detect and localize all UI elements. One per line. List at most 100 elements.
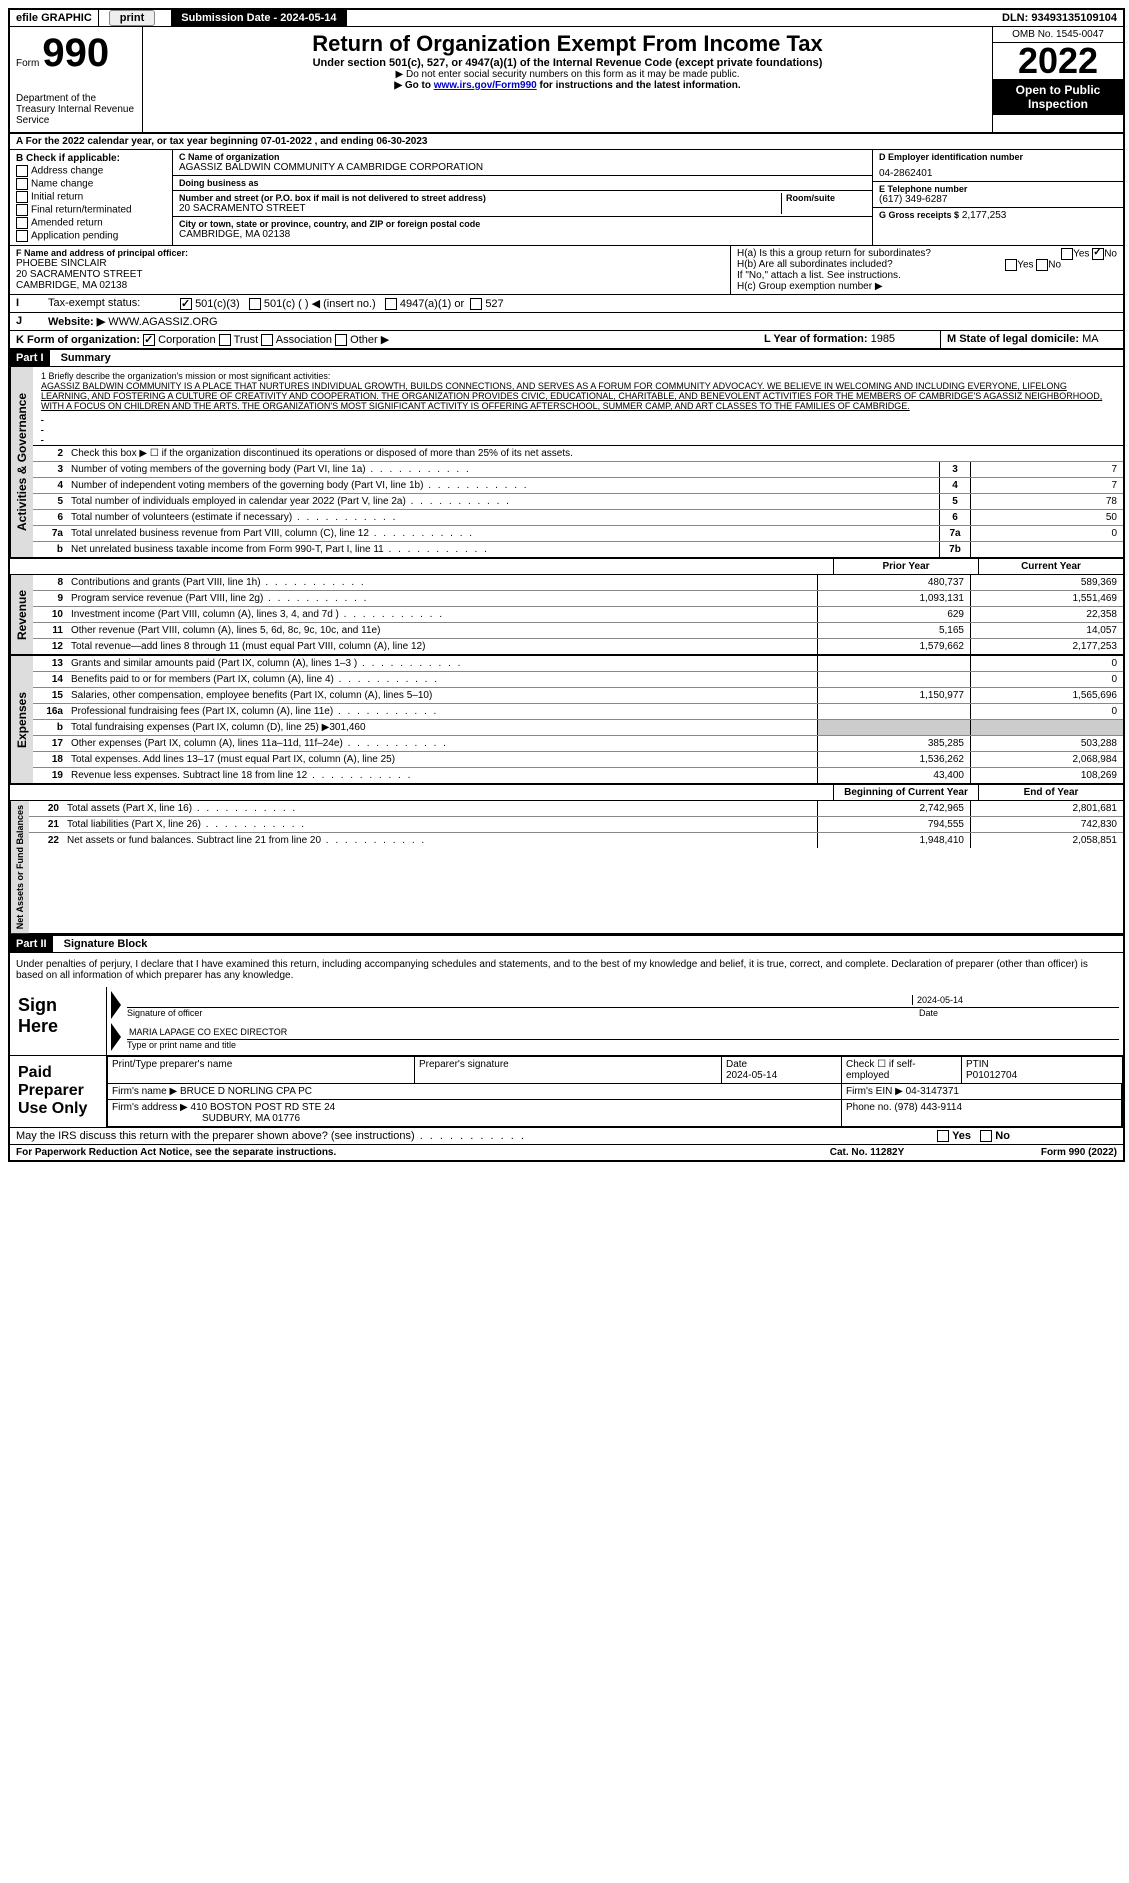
org-name: AGASSIZ BALDWIN COMMUNITY A CAMBRIDGE CO… [179, 162, 866, 173]
room-label: Room/suite [786, 193, 866, 203]
col-beginning: Beginning of Current Year [833, 785, 978, 800]
arrow-icon [111, 1023, 121, 1051]
address-cell: Number and street (or P.O. box if mail i… [173, 191, 872, 217]
section-netassets: Net Assets or Fund Balances 20Total asse… [10, 801, 1123, 935]
form-number-box: Form 990 Department of the Treasury Inte… [10, 27, 143, 132]
officer-addr2: CAMBRIDGE, MA 02138 [16, 280, 724, 291]
street-address: 20 SACRAMENTO STREET [179, 203, 777, 214]
line-21: 21Total liabilities (Part X, line 26)794… [29, 817, 1123, 833]
line-10: 10Investment income (Part VIII, column (… [33, 607, 1123, 623]
subtitle2: ▶ Do not enter social security numbers o… [151, 69, 984, 80]
discuss-text: May the IRS discuss this return with the… [10, 1128, 931, 1144]
top-row: efile GRAPHIC print Submission Date - 20… [10, 10, 1123, 27]
gross-cell: G Gross receipts $ 2,177,253 [873, 208, 1123, 223]
form-number: 990 [42, 31, 109, 75]
paid-preparer: Paid Preparer Use Only Print/Type prepar… [10, 1056, 1123, 1128]
check-application: Application pending [16, 230, 166, 242]
footer: For Paperwork Reduction Act Notice, see … [10, 1145, 1123, 1160]
sign-here: Sign Here 2024-05-14 Signature of office… [10, 987, 1123, 1056]
phone-cell: E Telephone number (617) 349-6287 [873, 182, 1123, 208]
self-employed: Check ☐ if self-employed [842, 1057, 962, 1084]
part2-title: Signature Block [56, 938, 148, 950]
header: Form 990 Department of the Treasury Inte… [10, 27, 1123, 134]
netassets-header: . Beginning of Current Year End of Year [10, 785, 1123, 801]
check-501c3 [180, 298, 192, 310]
website-url: WWW.AGASSIZ.ORG [108, 316, 217, 328]
line-8: 8Contributions and grants (Part VIII, li… [33, 575, 1123, 591]
sig-officer-label: Signature of officer [127, 1008, 919, 1018]
line-3: 3Number of voting members of the governi… [33, 462, 1123, 478]
website-label: Website: ▶ [48, 316, 105, 328]
dln: DLN: 93493135109104 [996, 10, 1123, 26]
part1-header: Part I Summary [10, 349, 1123, 367]
officer-typed-name: MARIA LAPAGE CO EXEC DIRECTOR [127, 1025, 1119, 1040]
print-button[interactable]: print [109, 10, 155, 26]
ein-cell: D Employer identification number 04-2862… [873, 150, 1123, 182]
mission-label: 1 Briefly describe the organization's mi… [41, 371, 1115, 381]
year-formation: 1985 [871, 333, 895, 345]
col-current: Current Year [978, 559, 1123, 574]
irs-link[interactable]: www.irs.gov/Form990 [434, 80, 537, 91]
tax-exempt-label: Tax-exempt status: [42, 295, 174, 312]
tax-exempt-options: 501(c)(3) 501(c) ( ) ◀ (insert no.) 4947… [174, 295, 1123, 312]
line-2: 2Check this box ▶ ☐ if the organization … [33, 446, 1123, 462]
subtitle3: ▶ Go to www.irs.gov/Form990 for instruct… [151, 80, 984, 91]
submission-date: Submission Date - 2024-05-14 [171, 10, 346, 26]
prep-sig-hdr: Preparer's signature [415, 1057, 722, 1084]
firm-addr-cell: Firm's address ▶ 410 BOSTON POST RD STE … [108, 1100, 842, 1126]
line-14: 14Benefits paid to or for members (Part … [33, 672, 1123, 688]
website-cell: Website: ▶ WWW.AGASSIZ.ORG [42, 313, 1123, 330]
prep-date: Date2024-05-14 [722, 1057, 842, 1084]
officer-addr1: 20 SACRAMENTO STREET [16, 269, 724, 280]
dept: Department of the Treasury Internal Reve… [16, 93, 136, 126]
paid-preparer-label: Paid Preparer Use Only [10, 1056, 107, 1127]
firm-name-cell: Firm's name ▶ BRUCE D NORLING CPA PC [108, 1084, 842, 1100]
sidebar-netassets: Net Assets or Fund Balances [10, 801, 29, 933]
tax-year: 2022 [993, 43, 1123, 79]
col-b: B Check if applicable: Address change Na… [10, 150, 173, 245]
form-label: Form [16, 58, 39, 69]
line-22: 22Net assets or fund balances. Subtract … [29, 833, 1123, 848]
k-cell: K Form of organization: Corporation Trus… [10, 331, 758, 348]
sign-body: 2024-05-14 Signature of officer Date MAR… [107, 987, 1123, 1055]
line-13: 13Grants and similar amounts paid (Part … [33, 656, 1123, 672]
name-title-label: Type or print name and title [127, 1040, 1119, 1050]
line-7b: bNet unrelated business taxable income f… [33, 542, 1123, 557]
city-state-zip: CAMBRIDGE, MA 02138 [179, 229, 866, 240]
k-label: K Form of organization: [16, 334, 140, 346]
netassets-body: 20Total assets (Part X, line 16)2,742,96… [29, 801, 1123, 933]
ptin-cell: PTINP01012704 [962, 1057, 1122, 1084]
declaration: Under penalties of perjury, I declare th… [10, 953, 1123, 987]
cat-no: Cat. No. 11282Y [767, 1147, 967, 1158]
revenue-header: . Prior Year Current Year [10, 559, 1123, 575]
main-block: B Check if applicable: Address change Na… [10, 150, 1123, 246]
sub3-post: for instructions and the latest informat… [537, 80, 741, 91]
sign-here-label: Sign Here [10, 987, 107, 1055]
efile-label: efile GRAPHIC [10, 10, 99, 26]
check-terminated: Final return/terminated [16, 204, 166, 216]
l-cell: L Year of formation: 1985 [758, 331, 941, 348]
row-klm: K Form of organization: Corporation Trus… [10, 331, 1123, 349]
sidebar-revenue: Revenue [10, 575, 33, 654]
line-6: 6Total number of volunteers (estimate if… [33, 510, 1123, 526]
sig-line-1: 2024-05-14 [127, 993, 1119, 1008]
mission-text: AGASSIZ BALDWIN COMMUNITY IS A PLACE THA… [41, 381, 1115, 411]
line-7a: 7aTotal unrelated business revenue from … [33, 526, 1123, 542]
sidebar-expenses: Expenses [10, 656, 33, 783]
subtitle1: Under section 501(c), 527, or 4947(a)(1)… [151, 57, 984, 69]
firm-addr2: SUDBURY, MA 01776 [112, 1113, 837, 1124]
header-mid: Return of Organization Exempt From Incom… [143, 27, 992, 132]
officer-box: F Name and address of principal officer:… [10, 246, 731, 294]
firm-phone: (978) 443-9114 [894, 1102, 962, 1113]
form-title: Return of Organization Exempt From Incom… [151, 31, 984, 57]
ein-label: D Employer identification number [879, 152, 1117, 162]
line-9: 9Program service revenue (Part VIII, lin… [33, 591, 1123, 607]
line-12: 12Total revenue—add lines 8 through 11 (… [33, 639, 1123, 654]
h-box: H(a) Is this a group return for subordin… [731, 246, 1123, 294]
section-expenses: Expenses 13Grants and similar amounts pa… [10, 656, 1123, 785]
part1-title: Summary [53, 352, 111, 364]
firm-phone-cell: Phone no. (978) 443-9114 [842, 1100, 1122, 1126]
check-amended: Amended return [16, 217, 166, 229]
phone: (617) 349-6287 [879, 194, 1117, 205]
gross-receipts: 2,177,253 [962, 210, 1007, 221]
